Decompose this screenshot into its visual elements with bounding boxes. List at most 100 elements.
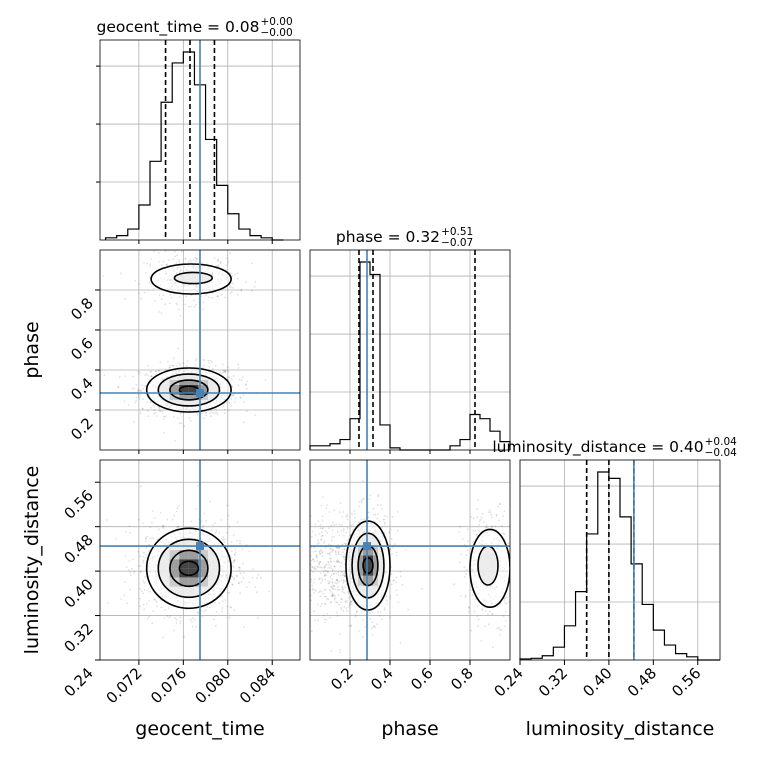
sample-point (232, 566, 235, 568)
sample-point (336, 547, 338, 550)
truth-marker (363, 542, 371, 551)
sample-point (316, 565, 319, 568)
sample-point (139, 587, 142, 590)
sample-point (338, 580, 340, 583)
sample-point (195, 260, 197, 263)
sample-point (382, 519, 385, 521)
sample-point (314, 550, 317, 553)
sample-point (179, 314, 182, 317)
sample-point (146, 401, 149, 403)
sample-point (226, 366, 229, 369)
sample-point (338, 633, 341, 635)
histogram-phase (309, 261, 511, 451)
sample-point (503, 510, 506, 513)
sample-point (324, 565, 326, 568)
sample-point (328, 543, 330, 546)
sample-point (162, 636, 165, 639)
sample-point (220, 372, 223, 375)
sample-point (173, 250, 176, 253)
sample-point (459, 595, 462, 597)
sample-point (331, 568, 334, 571)
sample-point (488, 509, 491, 512)
sample-point (491, 516, 493, 519)
sample-point (337, 551, 340, 554)
sample-point (313, 567, 315, 569)
sample-point (222, 363, 224, 366)
sample-point (342, 609, 345, 612)
sample-point (225, 264, 228, 266)
sample-point (212, 412, 214, 414)
sample-point (342, 588, 345, 591)
sample-point (233, 609, 236, 612)
sample-point (463, 543, 466, 546)
sample-point (138, 398, 141, 400)
x-tick-label: 0.40 (579, 664, 615, 700)
sample-point (152, 610, 155, 612)
sample-point (147, 364, 150, 367)
sample-point (327, 561, 330, 564)
sample-point (380, 507, 383, 510)
sample-point (399, 570, 402, 573)
sample-point (138, 389, 141, 392)
sample-point (364, 626, 366, 628)
sample-point (160, 312, 163, 315)
sample-point (343, 553, 346, 556)
density-cell (373, 565, 378, 576)
sample-point (164, 415, 167, 418)
sample-point (149, 401, 152, 404)
sample-point (192, 258, 195, 261)
sample-point (179, 616, 182, 619)
sample-point (150, 375, 153, 377)
density-cell (358, 575, 363, 586)
sample-point (137, 373, 140, 376)
sample-point (233, 578, 235, 581)
sample-point (208, 500, 211, 503)
sample-point (476, 534, 478, 537)
panel-frame (309, 459, 511, 661)
sample-point (345, 543, 348, 546)
sample-point (224, 412, 226, 415)
density-cell (188, 385, 199, 390)
sample-point (342, 574, 344, 576)
sample-point (176, 526, 179, 529)
sample-point (228, 616, 231, 619)
sample-point (317, 520, 320, 522)
sample-point (228, 376, 231, 378)
sample-point (172, 357, 175, 360)
density-cell (179, 380, 189, 385)
sample-point (459, 525, 462, 528)
sample-point (321, 519, 324, 522)
sample-point (210, 410, 213, 412)
sample-point (477, 618, 480, 621)
sample-point (162, 418, 165, 421)
sample-point (231, 386, 234, 388)
sample-point (340, 570, 343, 573)
sample-point (220, 519, 223, 521)
title-main: luminosity_distance = 0.40 (492, 438, 703, 457)
sample-point (379, 611, 382, 613)
sample-point (332, 594, 334, 597)
axes-layer (95, 39, 721, 665)
sample-point (239, 396, 242, 399)
sample-point (146, 535, 149, 538)
sample-point (228, 402, 231, 404)
sample-point (314, 534, 317, 536)
density-cell (169, 395, 180, 400)
sample-point (476, 508, 478, 510)
sample-point (476, 605, 479, 607)
sample-point (158, 294, 161, 297)
sample-point (314, 523, 317, 526)
sample-point (328, 566, 330, 569)
sample-point (183, 635, 186, 638)
sample-point (332, 593, 335, 596)
sample-point (154, 300, 157, 302)
sample-point (164, 303, 167, 305)
sample-point (209, 606, 211, 609)
sample-point (117, 386, 120, 388)
sample-point (319, 527, 322, 530)
sample-point (153, 413, 155, 415)
sample-point (393, 543, 396, 545)
sample-point (217, 260, 220, 262)
sample-point (201, 366, 204, 369)
sample-point (319, 566, 322, 569)
